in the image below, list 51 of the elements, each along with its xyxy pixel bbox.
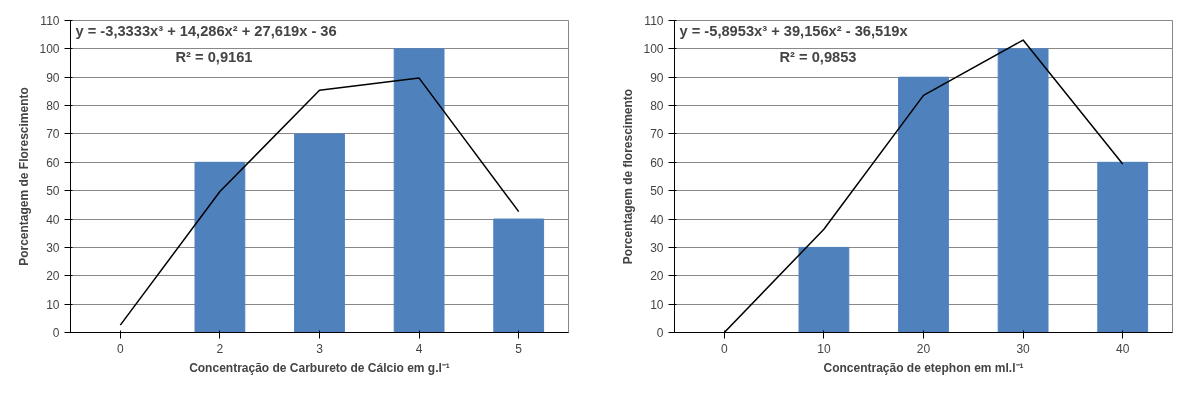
x-tick-label: 20	[916, 341, 931, 356]
x-tick-label: 40	[1116, 341, 1130, 356]
bar	[997, 48, 1049, 333]
y-tick-label: 90	[650, 70, 664, 85]
annotation: R² = 0,9161	[175, 48, 253, 65]
y-tick-label: 70	[46, 127, 60, 142]
bar	[294, 133, 345, 333]
y-tick-label: 110	[40, 14, 60, 28]
y-tick-label: 80	[650, 99, 664, 114]
x-tick-label: 10	[817, 341, 831, 356]
y-tick-label: 20	[650, 269, 664, 284]
y-tick-label: 10	[650, 297, 664, 312]
annotation: y = -3,3333x³ + 14,286x² + 27,619x - 36	[75, 22, 337, 39]
annotation: R² = 0,9853	[779, 48, 857, 65]
y-tick-label: 60	[46, 155, 60, 170]
y-tick-label: 30	[650, 240, 664, 255]
bar	[194, 161, 246, 333]
bar	[393, 48, 445, 333]
y-tick-label: 70	[650, 127, 664, 142]
bar	[798, 246, 850, 333]
bar	[493, 218, 545, 333]
x-tick-label: 30	[1016, 341, 1031, 356]
y-tick-label: 80	[46, 99, 60, 114]
x-tick-label: 2	[216, 341, 224, 356]
y-tick-label: 0	[52, 326, 60, 340]
y-tick-label: 100	[643, 42, 664, 57]
x-tick-label: 4	[415, 341, 423, 356]
y-tick-label: 50	[650, 184, 664, 199]
y-tick-label: 40	[46, 212, 60, 227]
y-axis-title: Porcentagem de florescimento	[621, 88, 636, 265]
y-axis-title: Porcentagem de Florescimento	[17, 87, 32, 266]
y-tick-label: 110	[644, 14, 664, 28]
y-tick-label: 10	[46, 297, 60, 312]
x-axis-title: Concentração de etephon em ml.l⁻¹	[823, 360, 1024, 375]
x-tick-label: 5	[515, 341, 523, 356]
y-tick-label: 90	[46, 70, 60, 85]
y-tick-label: 40	[650, 212, 664, 227]
x-axis-title: Concentração de Carbureto de Cálcio em g.l⁻¹	[189, 360, 450, 375]
y-tick-label: 50	[46, 184, 60, 199]
y-tick-label: 30	[46, 240, 60, 255]
x-tick-label: 0	[116, 341, 124, 356]
x-tick-label: 0	[720, 341, 728, 356]
line-series	[119, 77, 520, 326]
bar	[898, 76, 949, 333]
annotation: y = -5,8953x³ + 39,156x² - 36,519x	[679, 22, 909, 39]
x-tick-label: 3	[316, 341, 324, 356]
y-tick-label: 20	[46, 269, 60, 284]
y-tick-label: 0	[656, 326, 664, 340]
bar	[1097, 161, 1149, 333]
y-tick-label: 100	[39, 42, 60, 57]
y-tick-label: 60	[650, 155, 664, 170]
